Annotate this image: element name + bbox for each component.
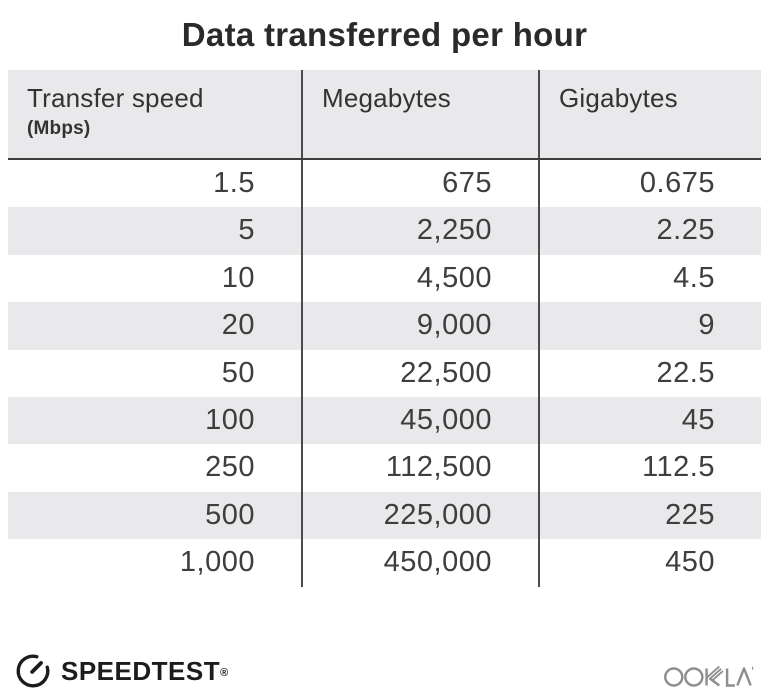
- table-row: 20 9,000 9: [8, 302, 761, 350]
- ookla-wordmark-icon: [664, 665, 754, 687]
- column-header-megabytes: Megabytes: [301, 70, 538, 158]
- table-cell: 9,000: [301, 302, 538, 350]
- column-header-gigabytes: Gigabytes: [538, 70, 761, 158]
- table-cell: 45: [538, 396, 761, 445]
- speedtest-logo: SPEEDTEST®: [14, 652, 229, 690]
- table-cell: 22,500: [301, 349, 538, 397]
- table-row: 10 4,500 4.5: [8, 254, 761, 303]
- table-cell: 2,250: [301, 207, 538, 255]
- column-header-label: Megabytes: [322, 83, 451, 113]
- table-cell: 45,000: [301, 396, 538, 445]
- registered-trademark-symbol: ®: [220, 667, 229, 679]
- table-cell: 112,500: [301, 444, 538, 492]
- table-cell: 450: [538, 539, 761, 587]
- table-body: 1.5 675 0.675 5 2,250 2.25 10 4,500 4.5 20 9,000 9 5…: [8, 160, 761, 587]
- table-cell: 2.25: [538, 207, 761, 255]
- table-row: 100 45,000 45: [8, 396, 761, 445]
- ookla-logo: [664, 663, 754, 694]
- column-header-label: Transfer speed: [27, 83, 204, 113]
- table-cell: 250: [205, 451, 255, 484]
- table-cell: 0.675: [538, 160, 761, 208]
- table-cell: 4.5: [538, 254, 761, 303]
- table-cell: 500: [205, 498, 255, 531]
- table-cell: 225,000: [301, 491, 538, 540]
- table-cell: 225: [538, 491, 761, 540]
- table-cell: 22.5: [538, 349, 761, 397]
- table-row: 1,000 450,000 450: [8, 539, 761, 587]
- table-row: 500 225,000 225: [8, 491, 761, 540]
- speedometer-gauge-icon: [14, 652, 52, 690]
- table-row: 250 112,500 112.5: [8, 444, 761, 492]
- column-header-transfer-speed: Transfer speed (Mbps): [8, 70, 301, 158]
- table-cell: 112.5: [538, 444, 761, 492]
- column-header-label: Gigabytes: [559, 83, 678, 113]
- speedtest-wordmark: SPEEDTEST®: [61, 652, 229, 690]
- table-cell: 10: [221, 261, 255, 294]
- table-row: 50 22,500 22.5: [8, 349, 761, 397]
- column-header-sublabel: (Mbps): [27, 118, 91, 139]
- table-cell: 1,000: [179, 546, 255, 579]
- table-row: 1.5 675 0.675: [8, 160, 761, 208]
- data-table: Transfer speed (Mbps) Megabytes Gigabyte…: [8, 70, 761, 587]
- table-cell: 50: [221, 356, 255, 389]
- table-cell: 100: [205, 403, 255, 436]
- table-cell: 5: [238, 214, 255, 247]
- page-title: Data transferred per hour: [181, 16, 588, 53]
- table-cell: 20: [221, 309, 255, 342]
- table-header-row: Transfer speed (Mbps) Megabytes Gigabyte…: [8, 70, 761, 160]
- table-cell: 9: [538, 302, 761, 350]
- speedtest-wordmark-text: SPEEDTEST: [61, 656, 221, 686]
- table-cell: 1.5: [213, 167, 255, 199]
- table-cell: 4,500: [301, 254, 538, 303]
- table-row: 5 2,250 2.25: [8, 207, 761, 255]
- table-cell: 675: [301, 160, 538, 208]
- table-cell: 450,000: [301, 539, 538, 587]
